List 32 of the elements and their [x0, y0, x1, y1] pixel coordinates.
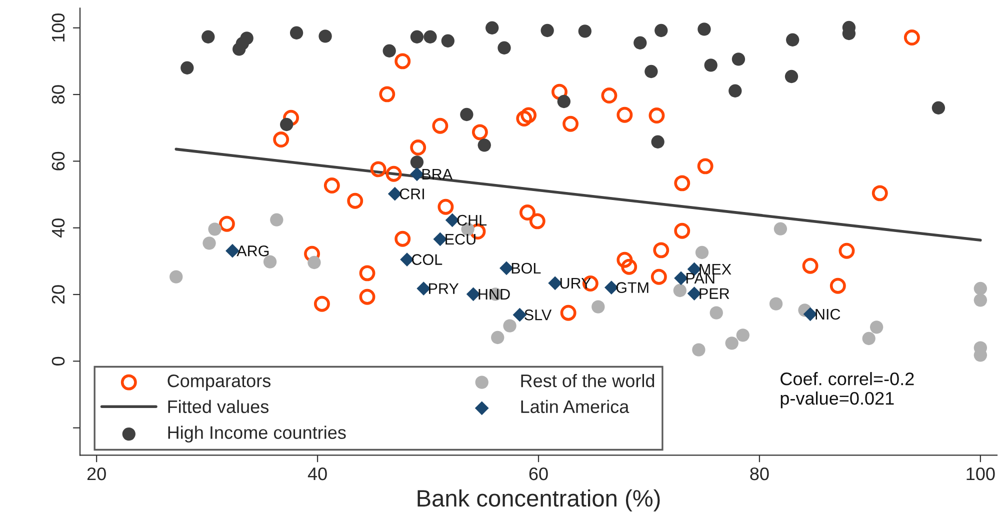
data-label: MEX: [700, 264, 732, 275]
legend-label: Fitted values: [168, 400, 269, 414]
y-tick-label: 40: [52, 218, 65, 238]
x-tick-label: 20: [87, 467, 106, 480]
y-tick-label: 80: [52, 85, 65, 104]
legend-label: Rest of the world: [521, 374, 654, 388]
data-label: GTM: [616, 282, 648, 293]
annotation: Coef. correl=-0.2: [780, 372, 914, 386]
x-tick-label: 40: [308, 467, 327, 480]
y-tick-label: 20: [52, 285, 65, 304]
x-tick-label: 80: [750, 467, 769, 480]
data-label: COL: [412, 254, 442, 265]
data-label: PRY: [429, 283, 459, 294]
data-label: CRI: [400, 188, 424, 200]
data-label: ECU: [446, 234, 476, 245]
y-tick-label: 0: [52, 356, 65, 366]
y-tick-label: 100: [52, 14, 65, 42]
data-label: CHL: [457, 214, 487, 226]
data-label: NIC: [816, 308, 840, 320]
legend-label: High Income countries: [168, 426, 346, 443]
legend-label: Latin America: [521, 400, 630, 414]
data-label: SLV: [524, 310, 552, 320]
x-axis-title: Bank concentration (%): [418, 489, 660, 512]
data-label: PER: [700, 288, 730, 299]
data-label: HND: [478, 289, 510, 300]
legend-label: Comparators: [168, 374, 271, 391]
x-tick-label: 60: [529, 467, 548, 480]
data-label: BOL: [512, 262, 541, 274]
annotation: p-value=0.021: [780, 391, 894, 408]
x-tick-label: 100: [966, 467, 995, 480]
data-label: PAN: [686, 273, 714, 284]
y-tick-label: 60: [52, 152, 65, 170]
